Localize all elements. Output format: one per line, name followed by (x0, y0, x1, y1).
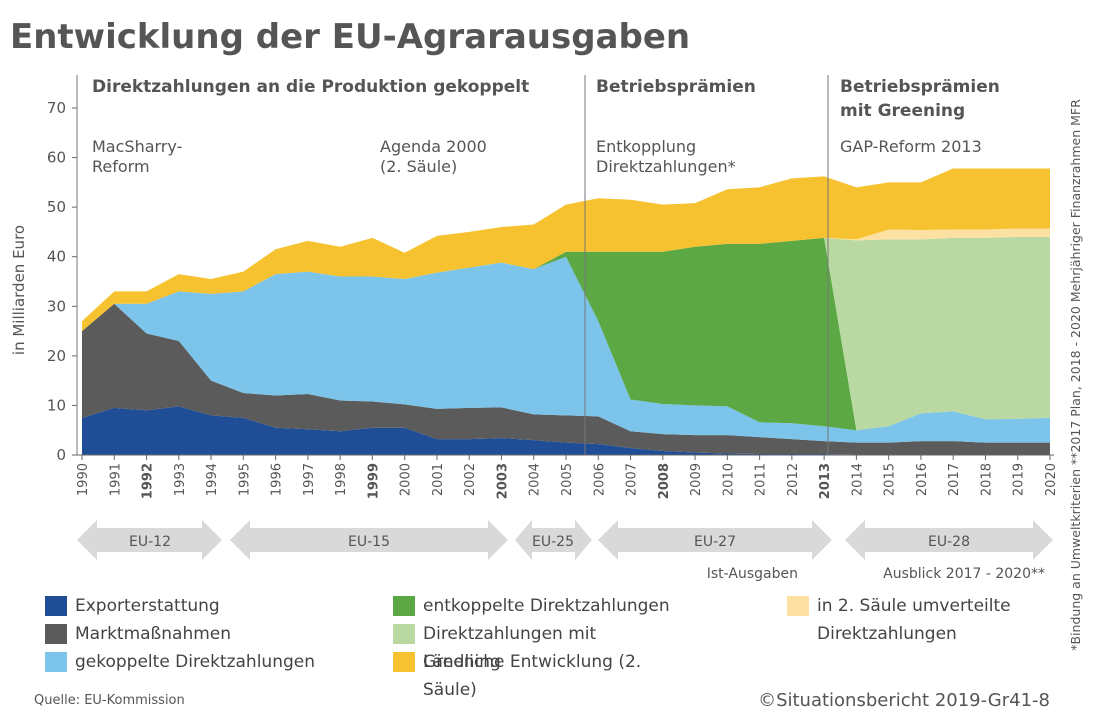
arrow (598, 520, 832, 560)
x-tick-label: 2007 (625, 463, 640, 496)
phase-note: Ist-Ausgaben (707, 566, 798, 582)
x-tick-label: 1995 (237, 463, 252, 496)
x-tick-label: 2014 (850, 463, 865, 496)
x-tick-label: 2019 (1012, 463, 1027, 496)
arrow (845, 520, 1053, 560)
x-tick-label: 2001 (431, 463, 446, 496)
area (82, 303, 1050, 455)
y-tick-label: 40 (47, 248, 66, 266)
legend-label: gekoppelte Direktzahlungen (75, 652, 315, 672)
enlargement-label: EU-27 (694, 534, 736, 550)
x-tick-label: 2008 (657, 463, 672, 499)
annotation: Agenda 2000 (380, 137, 487, 156)
x-tick-label: 2017 (947, 463, 962, 496)
x-tick-label: 1993 (173, 463, 188, 496)
y-tick-label: 0 (56, 446, 66, 464)
y-tick-label: 10 (47, 396, 66, 414)
x-tick-label: 1994 (205, 463, 220, 496)
x-tick-label: 2018 (979, 463, 994, 496)
x-tick-label: 2013 (818, 463, 833, 499)
credit: ©Situationsbericht 2019-Gr41-8 (758, 690, 1050, 711)
legend-label: Direktzahlungen mit Greening (423, 624, 597, 672)
x-tick-label: 2003 (495, 463, 510, 499)
x-tick-label: 2012 (786, 463, 801, 496)
enlargement-label: EU-25 (532, 534, 574, 550)
enlargement-label: EU-12 (129, 534, 171, 550)
legend-label: Ländliche Entwicklung (2. Säule) (423, 652, 642, 700)
period-label: Betriebsprämien (840, 77, 1000, 97)
x-tick-label: 2005 (560, 463, 575, 496)
period-label: Direktzahlungen an die Produktion gekopp… (92, 77, 529, 97)
y-tick-label: 50 (47, 198, 66, 216)
y-axis-label: in Milliarden Euro (10, 225, 28, 355)
legend-swatch (393, 624, 415, 644)
period-label: Betriebsprämien (596, 77, 756, 97)
enlargement-arrows (77, 520, 1053, 560)
legend-item: Exporterstattung (45, 592, 325, 620)
legend-item: in 2. Säule umverteilte Direktzahlungen (787, 592, 1057, 648)
legend-label: in 2. Säule umverteilte Direktzahlungen (817, 596, 1011, 644)
annotation: MacSharry- (92, 137, 182, 156)
phase-note: Ausblick 2017 - 2020** (883, 566, 1045, 582)
arrow (77, 520, 222, 560)
y-tick-label: 20 (47, 347, 66, 365)
x-tick-label: 2016 (915, 463, 930, 496)
area (82, 406, 1050, 455)
legend-swatch (393, 596, 415, 616)
annotation: Direktzahlungen* (596, 157, 736, 176)
legend-swatch (45, 624, 67, 644)
x-tick-label: 2004 (528, 463, 543, 496)
annotation: Entkopplung (596, 137, 696, 156)
x-tick-label: 1998 (334, 463, 349, 496)
legend-item: Marktmaßnahmen (45, 620, 325, 648)
area (82, 236, 1050, 431)
period-label: mit Greening (840, 101, 965, 121)
chart-title: Entwicklung der EU-Agrarausgaben (10, 17, 690, 57)
legend-swatch (45, 652, 67, 672)
side-note: *Bindung an Umweltkriterien **2017 Plan,… (1068, 99, 1083, 651)
arrow (515, 520, 592, 560)
x-tick-label: 2009 (689, 463, 704, 496)
legend-item: Direktzahlungen mit Greening (393, 620, 673, 676)
source: Quelle: EU-Kommission (34, 693, 185, 708)
x-tick-label: 2011 (754, 463, 769, 496)
enlargement-label: EU-28 (928, 534, 970, 550)
legend-label: Marktmaßnahmen (75, 624, 232, 644)
annotation: GAP-Reform 2013 (840, 137, 982, 156)
annotation: Reform (92, 157, 150, 176)
legend-swatch (45, 596, 67, 616)
area (82, 256, 1050, 443)
x-tick-label: 2000 (399, 463, 414, 496)
x-tick-label: 2010 (721, 463, 736, 496)
x-tick-label: 1991 (108, 463, 123, 496)
annotation: (2. Säule) (380, 157, 457, 176)
x-tick-label: 2015 (883, 463, 898, 496)
legend-swatch (393, 652, 415, 672)
legend-item: gekoppelte Direktzahlungen (45, 648, 325, 676)
legend-item: Ländliche Entwicklung (2. Säule) (393, 648, 673, 704)
x-tick-label: 2020 (1044, 463, 1059, 496)
arrow (230, 520, 508, 560)
y-tick-label: 70 (47, 99, 66, 117)
x-tick-label: 2002 (463, 463, 478, 496)
legend-label: entkoppelte Direktzahlungen (423, 596, 670, 616)
y-tick-label: 60 (47, 149, 66, 167)
x-tick-label: 1992 (141, 463, 156, 499)
legend-label: Exporterstattung (75, 596, 220, 616)
y-tick-label: 30 (47, 297, 66, 315)
legend-swatch (787, 596, 809, 616)
area (82, 168, 1050, 332)
x-tick-label: 1990 (76, 463, 91, 496)
x-tick-label: 1999 (366, 463, 381, 499)
area (82, 237, 1050, 431)
x-tick-label: 1997 (302, 463, 317, 496)
x-tick-label: 1996 (270, 463, 285, 496)
legend-item: entkoppelte Direktzahlungen (393, 592, 673, 620)
x-tick-label: 2006 (592, 463, 607, 496)
enlargement-label: EU-15 (348, 534, 390, 550)
